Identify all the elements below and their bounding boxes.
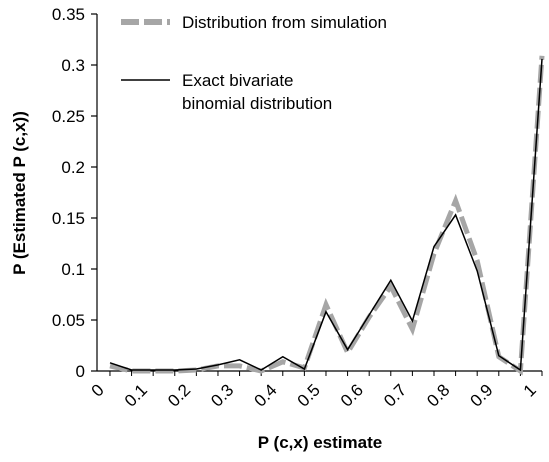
- y-tick-label: 0.1: [61, 260, 85, 279]
- x-tick-label: 0.4: [250, 380, 280, 410]
- x-tick-label: 0.9: [467, 380, 497, 410]
- legend-label-exact-line2: binomial distribution: [182, 94, 332, 113]
- x-tick-label: 0.7: [380, 380, 410, 410]
- legend-label-exact-line1: Exact bivariate: [182, 71, 294, 90]
- x-tick-label: 0.8: [423, 380, 453, 410]
- y-tick-label: 0: [76, 362, 85, 381]
- x-tick-label: 0.5: [294, 380, 324, 410]
- y-tick-label: 0.2: [61, 158, 85, 177]
- x-tick-label: 0.3: [207, 380, 237, 410]
- y-tick-label: 0.3: [61, 56, 85, 75]
- x-tick-label: 0: [88, 380, 108, 400]
- y-tick-label: 0.25: [52, 107, 85, 126]
- x-tick-label: 0.2: [164, 380, 194, 410]
- y-axis-title: P (Estimated P (c,x)): [10, 111, 29, 275]
- x-tick-label: 0.6: [337, 380, 367, 410]
- x-axis-ticks: 0 0.1 0.2 0.3 0.4 0.5 0.6 0.7 0.8 0.9 1: [88, 371, 543, 411]
- x-axis-title: P (c,x) estimate: [258, 433, 382, 452]
- x-tick-label: 0.1: [121, 380, 151, 410]
- x-tick-label: 1: [520, 380, 540, 400]
- series-layer: [109, 55, 545, 376]
- series-line-exact: [109, 58, 543, 372]
- y-tick-label: 0.15: [52, 209, 85, 228]
- y-axis-ticks: 0 0.05 0.1 0.15 0.2 0.25 0.3 0.35: [52, 5, 97, 381]
- y-tick-label: 0.35: [52, 5, 85, 24]
- series-line-simulation: [109, 55, 545, 376]
- legend: Distribution from simulation Exact bivar…: [121, 13, 387, 113]
- plot-area: 0 0.05 0.1 0.15 0.2 0.25 0.3 0.35 0 0.1 0.2 0.3 0.4…: [52, 5, 545, 411]
- legend-label-simulation-line1: Distribution from simulation: [182, 13, 387, 32]
- y-tick-label: 0.05: [52, 311, 85, 330]
